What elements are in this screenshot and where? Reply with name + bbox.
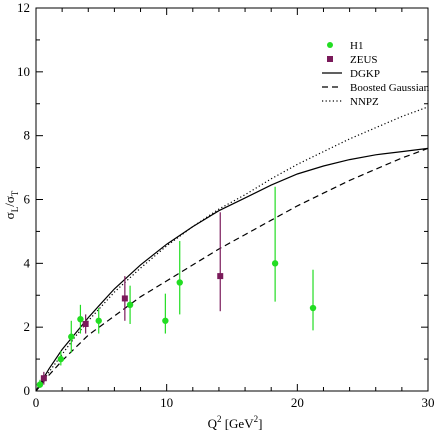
legend-label-h1: H1 — [350, 40, 363, 52]
legend-label-nnpz: NNPZ — [350, 96, 379, 108]
h1-point — [271, 260, 279, 267]
x-axis-label-base: Q — [208, 416, 218, 431]
y-tick-label: 8 — [24, 128, 31, 143]
x-axis-label-sup: 2 — [217, 414, 222, 424]
x-axis-label-unit-open: [GeV — [221, 416, 254, 431]
curve-boosted-gaussian — [36, 147, 428, 391]
y-tick-label: 10 — [17, 64, 30, 79]
x-axis-label-unit-close: ] — [258, 416, 262, 431]
y-tick-label: 2 — [24, 319, 31, 334]
zeus-point — [40, 375, 47, 382]
x-tick-label: 30 — [422, 395, 435, 410]
y-tick-label: 0 — [24, 383, 31, 398]
legend-marker-zeus — [327, 56, 333, 62]
h1-point — [77, 315, 84, 323]
y-tick-label: 6 — [24, 192, 31, 207]
legend: H1 ZEUS DGKP Boosted Gaussian NNPZ — [322, 40, 430, 108]
x-tick-label: 20 — [291, 395, 304, 410]
x-tick-label: 10 — [160, 395, 173, 410]
plot-area: 0 10 20 30 0 2 4 6 8 10 12 — [17, 0, 435, 410]
h1-point — [126, 301, 134, 309]
y-axis-label: σL/σT — [2, 190, 20, 219]
zeus-point — [82, 320, 89, 327]
x-tick-label: 0 — [33, 395, 40, 410]
zeus-point — [121, 295, 128, 302]
h1-point — [176, 279, 183, 286]
y-tick-label: 12 — [17, 0, 30, 15]
zeus-point — [217, 273, 224, 280]
h1-point — [162, 317, 169, 324]
h1-point — [57, 355, 65, 363]
legend-label-dgkp: DGKP — [350, 68, 380, 80]
curve-nnpz — [36, 106, 428, 391]
h1-point — [95, 317, 102, 324]
y-axis-label-mid: /σ — [2, 196, 17, 207]
curve-dgkp — [36, 147, 428, 391]
y-tick-label: 4 — [24, 255, 31, 270]
y-axis-label-sub1: L — [10, 207, 20, 213]
legend-label-zeus: ZEUS — [350, 54, 378, 66]
h1-point — [36, 381, 44, 388]
y-axis-label-base: σ — [2, 212, 17, 219]
y-axis-label-sub2: T — [10, 190, 20, 196]
h1-point — [68, 333, 75, 340]
x-axis-label-unit-sup: 2 — [254, 414, 259, 424]
x-axis-label: Q2 [GeV2] — [208, 414, 263, 431]
legend-label-boosted-gaussian: Boosted Gaussian — [350, 82, 430, 94]
h1-point — [309, 304, 317, 312]
legend-marker-h1 — [327, 42, 333, 48]
